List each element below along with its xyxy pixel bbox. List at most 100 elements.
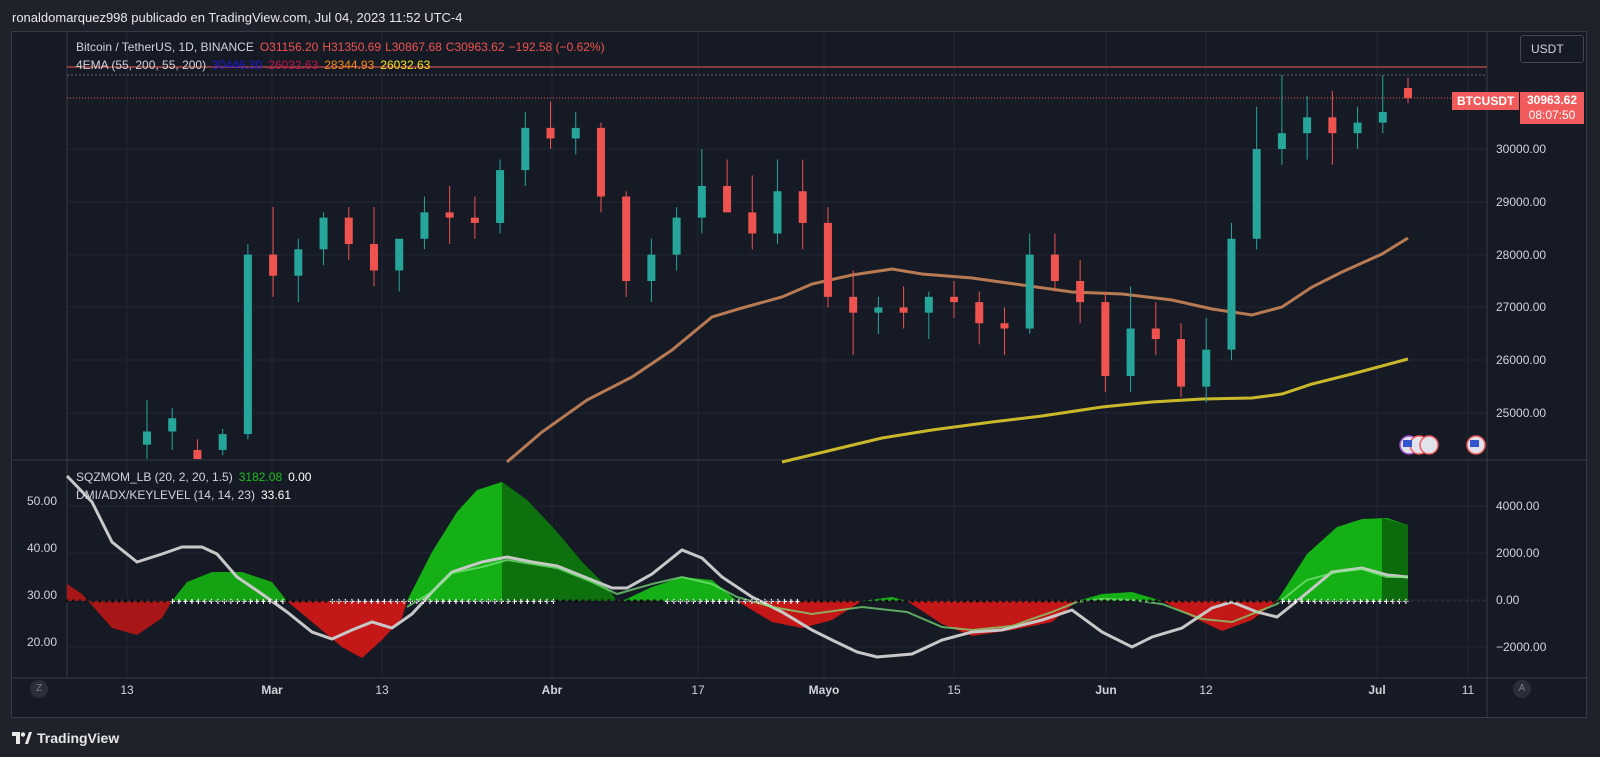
candle xyxy=(773,159,782,245)
squeeze-off-dot xyxy=(568,599,572,603)
candle xyxy=(975,291,984,345)
candle xyxy=(294,238,303,303)
squeeze-off-dot xyxy=(1096,599,1100,603)
squeeze-on-dot: + xyxy=(1345,597,1351,608)
squeeze-off-dot xyxy=(626,599,631,603)
squeeze-on-dot: + xyxy=(427,597,433,608)
candle xyxy=(622,191,631,297)
squeeze-off-dot xyxy=(832,599,837,603)
squeeze-off-dot xyxy=(1258,599,1263,603)
time-axis-label: Jun xyxy=(1095,683,1116,697)
candle xyxy=(369,207,378,287)
squeeze-on-dot: + xyxy=(375,597,381,608)
squeeze-off-dot xyxy=(1180,599,1185,603)
price-axis-label: 26000.00 xyxy=(1496,353,1546,367)
candle xyxy=(1227,222,1236,361)
price-axis-label: 28000.00 xyxy=(1496,248,1546,262)
squeeze-on-dot: + xyxy=(254,597,260,608)
squeeze-on-dot: + xyxy=(196,597,202,608)
squeeze-on-dot: + xyxy=(782,597,788,608)
squeeze-off-dot xyxy=(910,599,915,603)
candle xyxy=(218,428,227,456)
squeeze-on-dot: + xyxy=(704,597,710,608)
squeeze-momentum-histogram xyxy=(67,482,1408,658)
open-value: O31156.20 xyxy=(259,40,319,54)
squeeze-off-dot xyxy=(117,599,121,603)
currency-unit-button[interactable]: USDT xyxy=(1520,35,1584,63)
squeeze-on-dot: + xyxy=(356,597,362,608)
squeeze-on-dot: + xyxy=(684,597,690,608)
auto-scale-button[interactable]: A xyxy=(1513,680,1531,698)
candle xyxy=(798,159,807,250)
candle xyxy=(168,407,177,450)
squeeze-on-dot: + xyxy=(505,597,511,608)
squeeze-off-dot xyxy=(891,599,895,603)
squeeze-on-dot: + xyxy=(762,597,768,608)
time-axis-label: 15 xyxy=(947,683,961,697)
candle xyxy=(143,399,151,459)
time-axis-labels: 13 Mar 13 Abr 17 Mayo 15 Jun 12 Jul 11 xyxy=(120,683,1474,697)
tradingview-logo[interactable]: TradingView xyxy=(12,730,119,746)
squeeze-on-dot: + xyxy=(775,597,781,608)
time-axis-label: Mar xyxy=(261,683,283,697)
squeeze-off-dot xyxy=(956,599,960,603)
squeeze-off-dot xyxy=(884,599,889,603)
candle xyxy=(1303,96,1312,160)
osc-left-label: 30.00 xyxy=(27,588,57,602)
zoom-button-left[interactable]: Z xyxy=(30,680,48,698)
squeeze-off-dot xyxy=(1174,599,1178,603)
squeeze-on-dot: + xyxy=(1403,597,1409,608)
squeeze-on-dot: + xyxy=(492,597,498,608)
squeeze-on-dot: + xyxy=(730,597,736,608)
current-symbol-tag: BTCUSDT xyxy=(1452,92,1520,110)
squeeze-on-dot: + xyxy=(280,597,286,608)
candle xyxy=(193,439,202,459)
footer: TradingView xyxy=(0,718,1600,757)
squeeze-off-dot xyxy=(1167,599,1172,603)
candle xyxy=(1050,233,1059,292)
squeeze-off-dot xyxy=(1154,599,1159,603)
tradingview-logo-icon xyxy=(12,732,32,744)
squeeze-off-dot xyxy=(806,599,811,603)
high-value: H31350.69 xyxy=(322,40,382,54)
squeeze-off-dot xyxy=(1040,599,1045,603)
squeeze-off-dot xyxy=(1076,599,1081,603)
squeeze-on-dot: + xyxy=(531,597,537,608)
squeeze-on-dot: + xyxy=(1338,597,1344,608)
squeeze-on-dot: + xyxy=(749,597,755,608)
squeeze-on-dot: + xyxy=(362,597,368,608)
time-axis-label: 13 xyxy=(375,683,389,697)
squeeze-on-dot: + xyxy=(756,597,762,608)
squeeze-on-dot: + xyxy=(1319,597,1325,608)
chart-frame[interactable]: + + + + + + + + + + + + + + + + + + + + + + + + + + + + + + + + + + + + + + + +… xyxy=(11,31,1588,719)
candle xyxy=(874,296,883,334)
candle xyxy=(823,207,832,308)
squeeze-off-dot xyxy=(633,599,637,603)
squeeze-on-dot: + xyxy=(512,597,518,608)
squeeze-on-dot: + xyxy=(369,597,375,608)
candle-countdown: 08:07:50 xyxy=(1528,108,1576,122)
squeeze-on-dot: + xyxy=(518,597,524,608)
squeeze-off-dot xyxy=(800,599,804,603)
squeeze-on-dot: + xyxy=(183,597,189,608)
squeeze-on-dot: + xyxy=(440,597,446,608)
price-axis-label: 30000.00 xyxy=(1496,142,1546,156)
price-axis-label: 29000.00 xyxy=(1496,195,1546,209)
event-flag-icons xyxy=(1399,435,1486,455)
candle xyxy=(1404,77,1412,104)
osc-left-axis-labels: 50.00 40.00 30.00 20.00 xyxy=(27,494,57,649)
chart-canvas[interactable]: + + + + + + + + + + + + + + + + + + + + + + + + + + + + + + + + + + + + + + + +… xyxy=(12,32,1588,719)
squeeze-on-dot: + xyxy=(261,597,267,608)
osc-left-label: 50.00 xyxy=(27,494,57,508)
squeeze-value-2: 0.00 xyxy=(288,470,312,484)
price-axis-labels: 30000.00 29000.00 28000.00 27000.00 26000.00… xyxy=(1496,142,1546,420)
squeeze-off-dot xyxy=(1034,599,1038,603)
candle xyxy=(1177,323,1186,398)
squeeze-on-dot: + xyxy=(1397,597,1403,608)
squeeze-on-dot: + xyxy=(486,597,492,608)
squeeze-on-dot: + xyxy=(170,597,176,608)
squeeze-on-dot: + xyxy=(1371,597,1377,608)
squeeze-on-dot: + xyxy=(479,597,485,608)
candle xyxy=(243,244,252,440)
ema-value-3: 28344.93 xyxy=(324,58,375,72)
